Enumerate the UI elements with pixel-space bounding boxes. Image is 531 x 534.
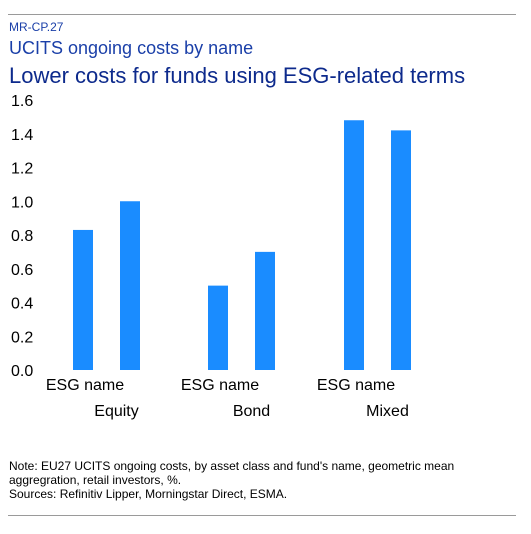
y-tick-label: 1.2 — [11, 161, 33, 178]
bar-chart: 0.0 0.2 0.4 0.6 0.8 1.0 1.2 1.4 1.6 ESG name Equi… — [0, 88, 531, 433]
top-rule — [8, 14, 516, 15]
bar-label: ESG name — [46, 377, 124, 394]
y-tick-label: 0.0 — [11, 363, 33, 380]
bar-bond-2 — [255, 252, 275, 370]
group-label: Bond — [233, 403, 270, 420]
group-label: Equity — [94, 403, 138, 420]
bar-bond-1 — [208, 286, 228, 370]
bar-equity-1 — [73, 230, 93, 370]
y-tick-label: 1.0 — [11, 194, 33, 211]
bar-equity-2 — [120, 201, 140, 370]
sources-text: Sources: Refinitiv Lipper, Morningstar D… — [9, 487, 514, 501]
y-tick-label: 0.8 — [11, 228, 33, 245]
y-tick-label: 0.4 — [11, 296, 33, 313]
group-label: Mixed — [366, 403, 409, 420]
bars — [73, 120, 411, 370]
y-tick-label: 0.2 — [11, 329, 33, 346]
y-tick-label: 1.6 — [11, 93, 33, 110]
bar-mixed-2 — [391, 130, 411, 370]
y-tick-label: 0.6 — [11, 262, 33, 279]
chart-subtitle: Lower costs for funds using ESG-related … — [9, 63, 465, 89]
bar-label: ESG name — [317, 377, 395, 394]
figure-code: MR-CP.27 — [9, 20, 63, 34]
bottom-rule — [8, 515, 516, 516]
bar-label: ESG name — [181, 377, 259, 394]
x-axis: ESG name Equity ESG name Bond ESG name Mixed — [46, 377, 409, 420]
y-axis: 0.0 0.2 0.4 0.6 0.8 1.0 1.2 1.4 1.6 — [11, 93, 33, 380]
bar-mixed-1 — [344, 120, 364, 370]
note-text: Note: EU27 UCITS ongoing costs, by asset… — [9, 459, 514, 487]
chart-note: Note: EU27 UCITS ongoing costs, by asset… — [9, 459, 514, 501]
y-tick-label: 1.4 — [11, 127, 33, 144]
chart-title: UCITS ongoing costs by name — [9, 38, 253, 59]
